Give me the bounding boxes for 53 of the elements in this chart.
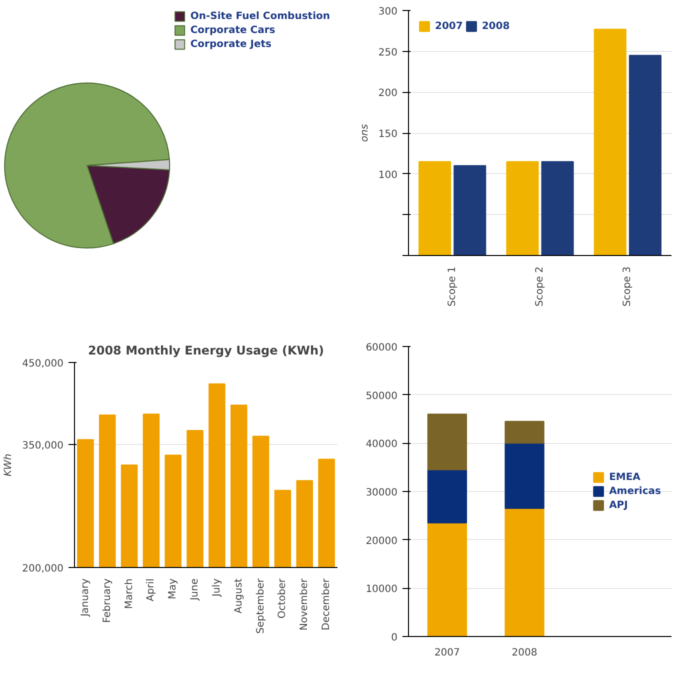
bar (504, 508, 544, 636)
legend-label: EMEA (609, 472, 640, 482)
bar (628, 54, 662, 256)
x-tick-label: March (124, 578, 135, 609)
y-tick-label: 250 (378, 47, 398, 58)
legend-label: APJ (609, 500, 629, 510)
x-tick-label: Scope 3 (622, 266, 634, 307)
x-tick-label: July (211, 578, 222, 598)
legend-label: Americas (609, 486, 661, 496)
y-tick-label: 300 (378, 6, 398, 18)
y-axis-title: KWh (3, 454, 14, 476)
bar (427, 469, 468, 524)
x-tick-label: Scope 2 (534, 266, 546, 307)
x-tick-label: December (321, 578, 332, 630)
x-tick-label: June (190, 578, 201, 602)
y-tick-label: 350,000 (22, 440, 64, 452)
y-tick-label: 20000 (366, 536, 398, 547)
bar (427, 522, 468, 636)
bar (506, 161, 539, 256)
legend-label: Corporate Cars (190, 24, 276, 36)
x-tick-label: October (277, 578, 288, 619)
y-tick-label: 40000 (366, 439, 398, 450)
y-tick-label: 0 (391, 632, 398, 644)
y-tick-label: 50000 (366, 390, 398, 402)
legend-label: 2007 (435, 20, 463, 32)
x-tick-label: September (255, 578, 266, 634)
y-axis-title: ons (359, 124, 370, 142)
bar (594, 28, 626, 256)
x-tick-label: April (146, 578, 157, 602)
x-tick-label: January (80, 578, 91, 618)
bar (504, 442, 544, 509)
x-tick-label: February (102, 578, 113, 623)
x-tick-label: November (299, 578, 310, 631)
y-tick-label: 30000 (366, 488, 398, 498)
bar (418, 161, 452, 256)
y-tick-label: 150 (378, 129, 398, 140)
bar (504, 420, 544, 444)
legend-label: 2008 (482, 20, 510, 32)
y-tick-label: 200,000 (22, 564, 64, 574)
legend-label: On-Site Fuel Combustion (190, 10, 330, 22)
chart-title: 2008 Monthly Energy Usage (KWh) (88, 344, 324, 358)
y-tick-label: 200 (378, 88, 398, 100)
y-tick-label: 10000 (366, 584, 398, 596)
bar (454, 165, 486, 256)
bar (427, 414, 468, 470)
legend-label: Corporate Jets (190, 38, 272, 50)
x-tick-label: Scope 1 (446, 266, 458, 307)
y-tick-label: 450,000 (22, 358, 64, 370)
bar (541, 161, 574, 256)
y-tick-label: 100 (378, 170, 398, 181)
x-tick-label: August (233, 578, 244, 614)
x-tick-label: May (168, 578, 179, 600)
y-tick-label: 60000 (366, 342, 398, 354)
